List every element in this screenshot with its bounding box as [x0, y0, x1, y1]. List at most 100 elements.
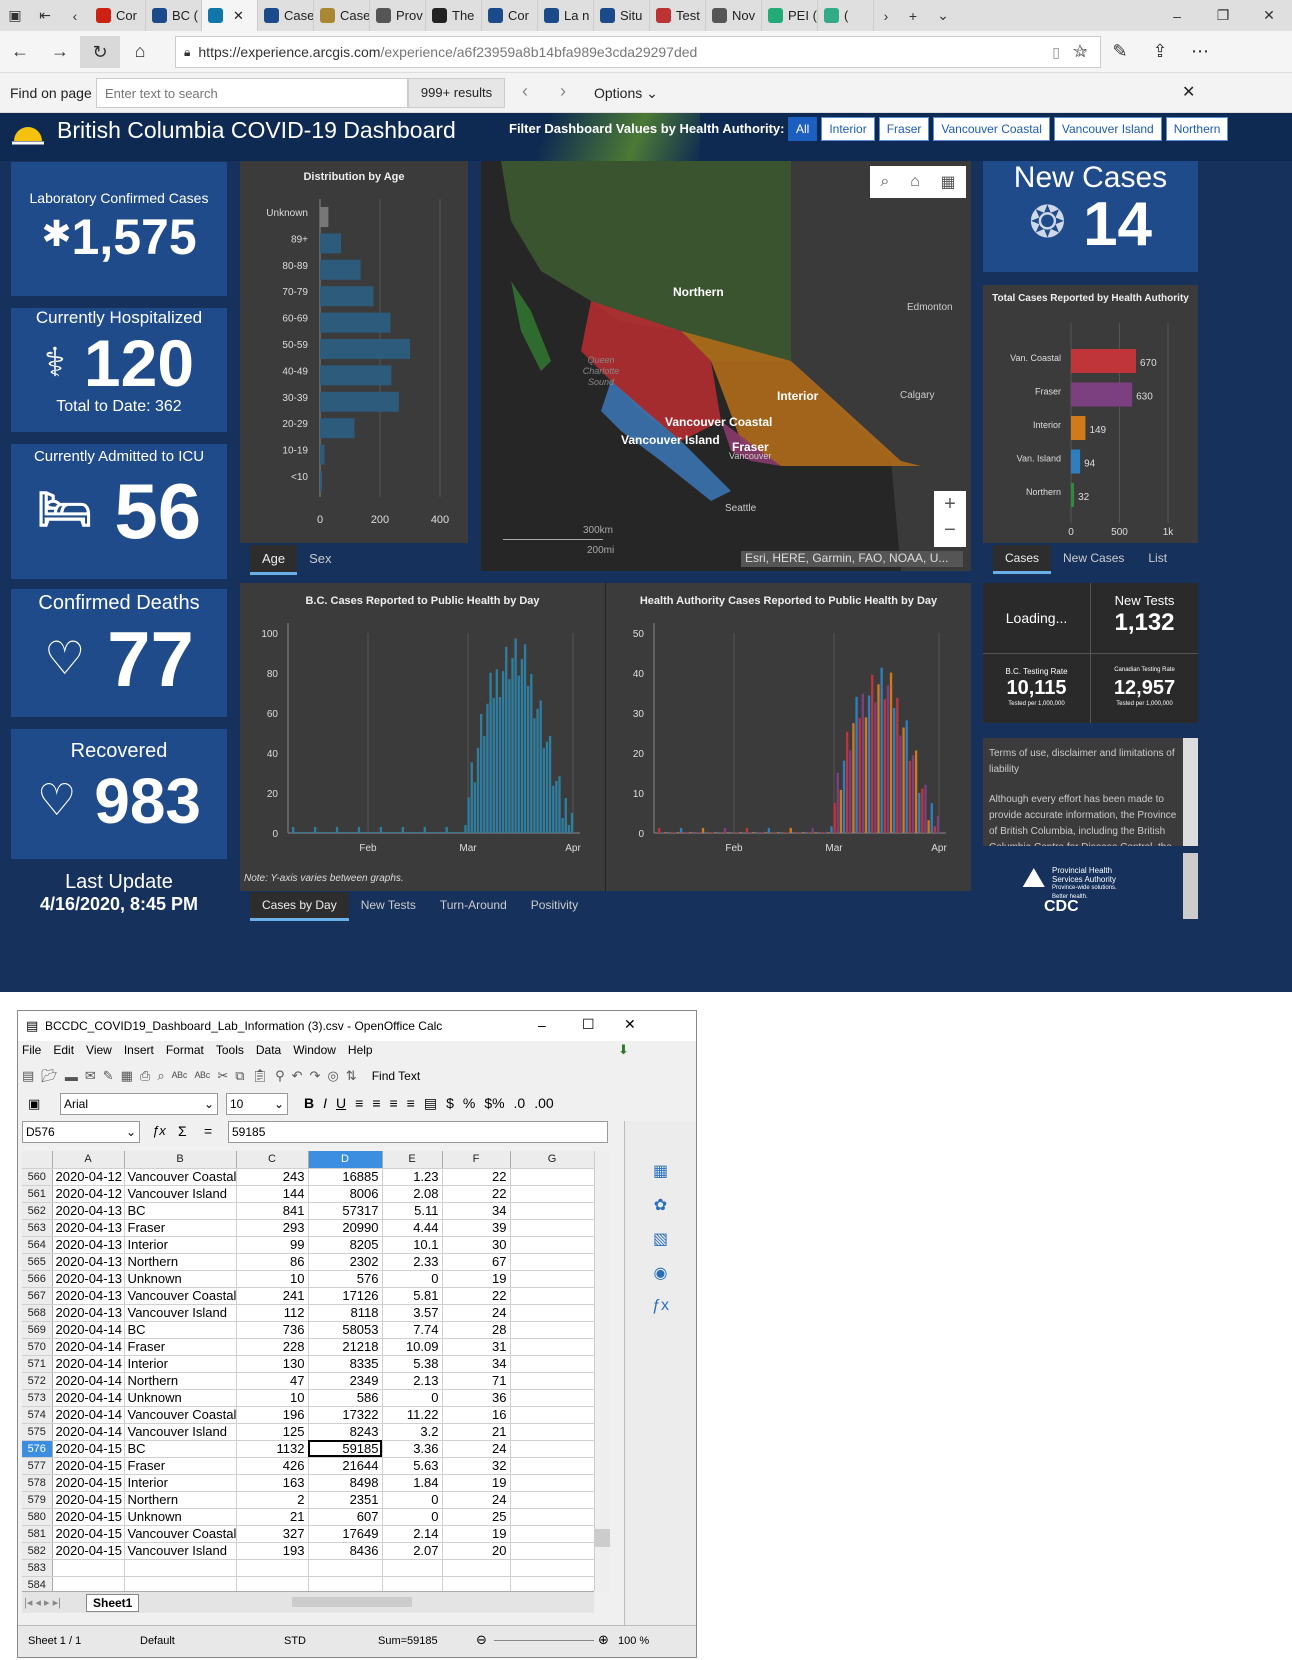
cell[interactable]: [510, 1474, 594, 1492]
browser-tab[interactable]: La n: [538, 0, 594, 31]
day-bar[interactable]: [905, 720, 908, 833]
tab-positivity[interactable]: Positivity: [530, 898, 579, 912]
terms-scrollbar[interactable]: [1183, 738, 1198, 846]
day-bar[interactable]: [799, 832, 802, 833]
day-bar[interactable]: [398, 832, 401, 833]
menu-item[interactable]: Window: [293, 1043, 336, 1057]
column-header[interactable]: F: [442, 1151, 511, 1169]
terms-panel[interactable]: Terms of use, disclaimer and limitations…: [983, 738, 1183, 846]
menu-item[interactable]: Format: [165, 1043, 204, 1057]
day-bar[interactable]: [777, 832, 780, 833]
cell[interactable]: [52, 1559, 125, 1577]
day-bar[interactable]: [357, 827, 361, 833]
row-header[interactable]: 577: [22, 1457, 53, 1475]
day-bar[interactable]: [508, 679, 511, 833]
styles-icon[interactable]: ▣: [28, 1096, 41, 1111]
close-window-icon[interactable]: ✕: [1263, 7, 1275, 23]
back-icon[interactable]: ←: [11, 41, 29, 61]
reading-view-icon[interactable]: ▯: [1052, 43, 1060, 60]
cell[interactable]: 3.36: [382, 1440, 443, 1458]
day-bar[interactable]: [392, 832, 395, 833]
more-menu-icon[interactable]: ⋯: [1191, 41, 1209, 61]
day-bar[interactable]: [511, 658, 514, 833]
menu-item[interactable]: Tools: [215, 1043, 244, 1057]
cell[interactable]: 2020-04-13: [52, 1236, 125, 1254]
find-text-label[interactable]: Find Text: [371, 1069, 421, 1083]
age-bar[interactable]: [320, 444, 325, 465]
cell[interactable]: Fraser: [124, 1338, 237, 1356]
cell[interactable]: Fraser: [124, 1219, 237, 1237]
day-bar[interactable]: [808, 832, 811, 833]
row-header[interactable]: 580: [22, 1508, 53, 1526]
ha-bar[interactable]: [1071, 349, 1136, 373]
cell[interactable]: 86: [236, 1253, 309, 1271]
day-bar[interactable]: [676, 832, 680, 833]
day-bar[interactable]: [773, 832, 777, 833]
browser-tab[interactable]: The: [426, 0, 482, 31]
browser-tab[interactable]: Case: [258, 0, 314, 31]
day-bar[interactable]: [899, 735, 902, 833]
day-bar[interactable]: [783, 832, 786, 833]
font-size-box[interactable]: 10 ⌄: [226, 1093, 288, 1115]
cell[interactable]: [124, 1559, 237, 1577]
cell[interactable]: 228: [236, 1338, 309, 1356]
day-bar[interactable]: [420, 832, 423, 833]
horizontal-scroll-thumb[interactable]: [292, 1597, 412, 1607]
day-bar[interactable]: [758, 832, 761, 833]
day-bar[interactable]: [480, 713, 483, 833]
day-bar[interactable]: [908, 760, 911, 833]
percent-icon[interactable]: %: [462, 1095, 476, 1111]
cell[interactable]: 163: [236, 1474, 309, 1492]
home-icon[interactable]: ⌂: [134, 41, 146, 61]
day-bar[interactable]: [927, 820, 930, 833]
day-bar[interactable]: [667, 832, 670, 833]
browser-tab[interactable]: Cor: [482, 0, 538, 31]
cell[interactable]: 2020-04-15: [52, 1491, 125, 1509]
cell[interactable]: Vancouver Island: [124, 1542, 237, 1560]
day-bar[interactable]: [827, 832, 830, 833]
sheet-tab-sheet1[interactable]: Sheet1: [86, 1594, 140, 1612]
map-search-icon[interactable]: ⌕: [880, 173, 890, 190]
url-field[interactable]: 🔒︎ https://experience.arcgis.com/experie…: [175, 36, 1101, 68]
day-bar[interactable]: [458, 832, 461, 833]
day-bar[interactable]: [811, 827, 814, 833]
cell[interactable]: 21: [442, 1423, 511, 1441]
row-header[interactable]: 579: [22, 1491, 53, 1509]
navigator-icon[interactable]: ◎: [327, 1068, 339, 1083]
day-bar[interactable]: [780, 832, 783, 833]
properties-icon[interactable]: ▦: [652, 1163, 669, 1180]
cell[interactable]: Unknown: [124, 1508, 237, 1526]
function-wizard-icon[interactable]: ƒx: [152, 1123, 166, 1138]
cell[interactable]: 2020-04-13: [52, 1253, 125, 1271]
cell[interactable]: 30: [442, 1236, 511, 1254]
scroll-tabs-left-icon[interactable]: ‹: [72, 7, 78, 24]
cell[interactable]: 0: [382, 1389, 443, 1407]
cell[interactable]: Interior: [124, 1355, 237, 1373]
close-tab-icon[interactable]: ✕: [233, 7, 244, 23]
day-bar[interactable]: [564, 798, 567, 833]
cell[interactable]: 193: [236, 1542, 309, 1560]
cell[interactable]: 130: [236, 1355, 309, 1373]
cell[interactable]: [236, 1576, 309, 1591]
day-bar[interactable]: [339, 832, 342, 833]
day-bar[interactable]: [661, 832, 664, 833]
row-header[interactable]: 575: [22, 1423, 53, 1441]
spellcheck-icon[interactable]: ᴬᴮᶜ: [171, 1068, 188, 1084]
day-bar[interactable]: [301, 832, 304, 833]
cell[interactable]: 21218: [308, 1338, 383, 1356]
format-paint-icon[interactable]: ⚲: [275, 1068, 285, 1083]
day-bar[interactable]: [364, 832, 367, 833]
row-header[interactable]: 574: [22, 1406, 53, 1424]
cell[interactable]: [510, 1355, 594, 1373]
column-header[interactable]: B: [124, 1151, 237, 1169]
column-header[interactable]: C: [236, 1151, 309, 1169]
day-bar[interactable]: [664, 832, 667, 833]
day-bar[interactable]: [742, 832, 745, 833]
day-bar[interactable]: [492, 697, 495, 833]
cell[interactable]: 47: [236, 1372, 309, 1390]
copy-icon[interactable]: ⧉: [235, 1068, 245, 1083]
zoom-in-icon[interactable]: ⊕: [598, 1632, 609, 1647]
day-bar[interactable]: [764, 832, 767, 833]
cell[interactable]: Fraser: [124, 1457, 237, 1475]
cell[interactable]: [382, 1559, 443, 1577]
